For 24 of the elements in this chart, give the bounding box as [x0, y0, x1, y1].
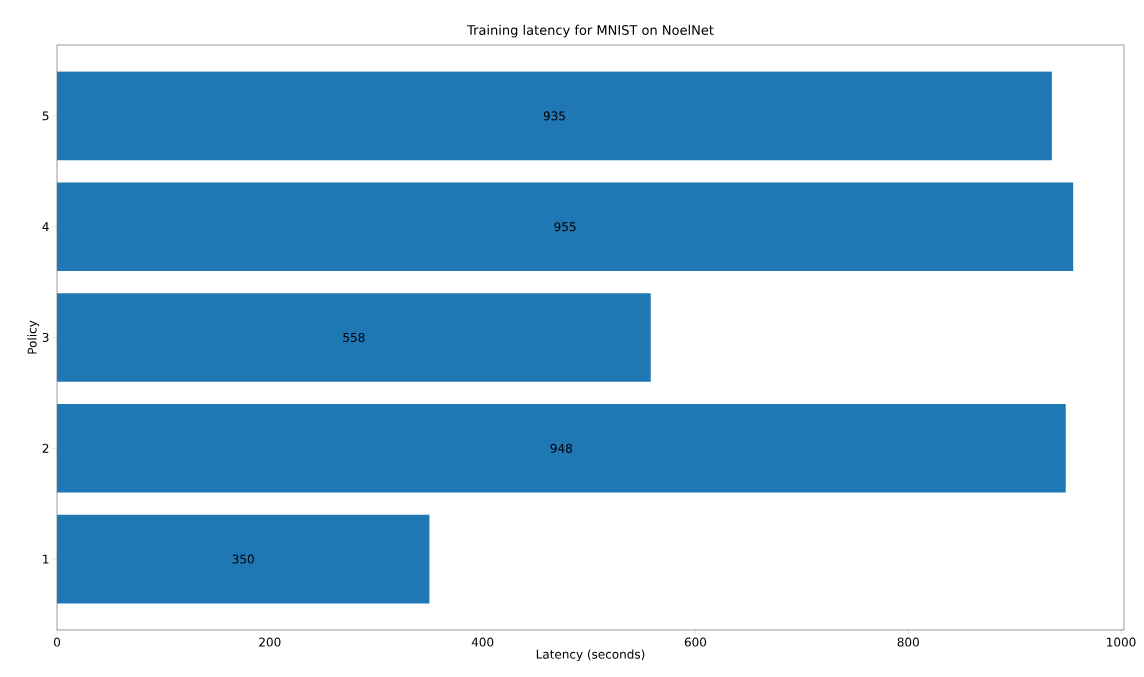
bar [57, 403, 1066, 493]
x-tick-label: 0 [53, 637, 61, 647]
y-tick-label: 1 [43, 554, 49, 564]
bar [57, 182, 1074, 272]
x-axis-title: Latency (seconds) [536, 649, 645, 662]
bar [57, 514, 430, 604]
y-tick-label: 5 [42, 111, 49, 121]
y-tick-label: 2 [42, 443, 49, 453]
x-tick-label: 800 [897, 637, 919, 647]
chart-title: Training latency for MNIST on NoelNet [467, 24, 714, 38]
data-label: 935 [543, 111, 565, 121]
x-tick-label: 1000 [1107, 637, 1136, 647]
bar [57, 293, 651, 382]
y-axis-title: Policy [27, 320, 39, 354]
data-label: 350 [232, 554, 254, 564]
data-label: 948 [550, 443, 572, 453]
bar [57, 71, 1052, 161]
data-label: 955 [554, 222, 576, 232]
data-label: 558 [343, 332, 365, 343]
y-tick-label: 3 [42, 332, 49, 343]
x-tick-label: 600 [684, 637, 707, 647]
x-tick-label: 200 [259, 637, 281, 647]
y-tick-label: 4 [42, 222, 49, 232]
x-tick-label: 400 [471, 637, 494, 647]
